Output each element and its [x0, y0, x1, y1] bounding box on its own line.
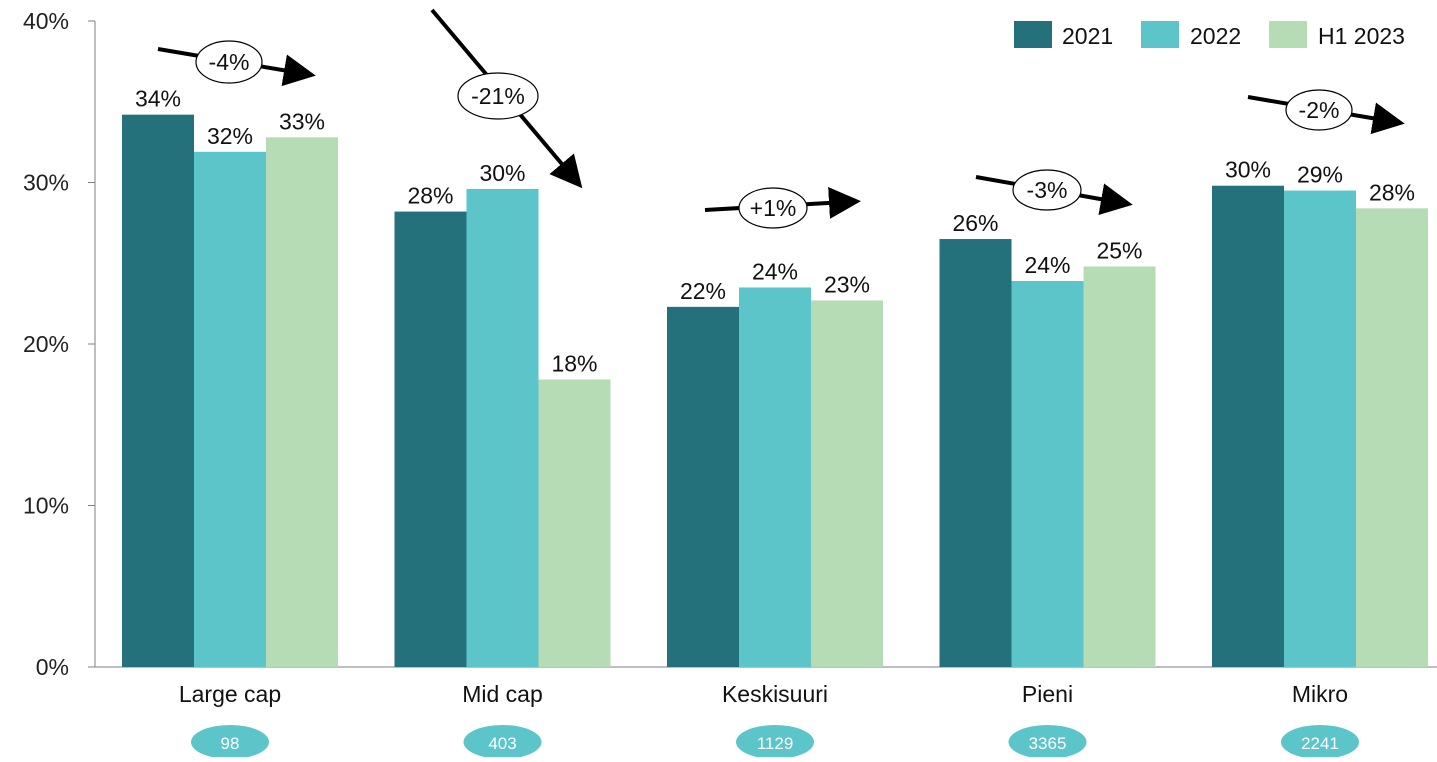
x-tick-label: Pieni — [1022, 681, 1073, 707]
bar — [122, 114, 194, 668]
count-badge — [1008, 725, 1087, 759]
legend-swatch — [1141, 21, 1179, 48]
y-tick-label: 10% — [23, 493, 69, 519]
change-label: -2% — [1299, 97, 1340, 123]
change-label: -3% — [1027, 177, 1068, 203]
count-badge-label: 98 — [221, 734, 240, 753]
bar-value-label: 28% — [407, 183, 453, 209]
legend-label: 2022 — [1190, 23, 1241, 49]
change-oval — [1285, 89, 1353, 131]
bar — [939, 239, 1012, 667]
bar — [538, 379, 611, 667]
bar-value-label: 30% — [1225, 157, 1271, 183]
bar-value-label: 22% — [680, 278, 726, 304]
bar-value-label: 32% — [207, 123, 253, 149]
count-badge — [191, 725, 269, 759]
bar — [739, 287, 811, 667]
bar-value-label: 29% — [1297, 162, 1343, 188]
legend-swatch — [1269, 21, 1307, 48]
bar-value-label: 26% — [952, 210, 998, 236]
bar — [667, 306, 739, 667]
x-tick-label: Mikro — [1292, 681, 1348, 707]
change-oval — [195, 40, 263, 84]
count-badge — [463, 725, 542, 759]
count-badge-label: 403 — [488, 734, 516, 753]
bar-value-label: 28% — [1369, 179, 1415, 205]
bar — [394, 211, 467, 667]
count-badge-label: 2241 — [1301, 734, 1339, 753]
change-oval — [1012, 169, 1082, 211]
bar-value-label: 34% — [135, 86, 181, 112]
bar — [266, 137, 338, 667]
y-tick-label: 40% — [23, 8, 69, 34]
y-tick-label: 0% — [36, 654, 69, 680]
bar-value-label: 25% — [1096, 237, 1142, 263]
count-badge-label: 1129 — [757, 734, 794, 753]
bar — [1284, 190, 1356, 667]
legend-label: H1 2023 — [1318, 23, 1405, 49]
bar-value-label: 33% — [279, 108, 325, 134]
bar — [1083, 266, 1156, 667]
legend-swatch — [1014, 21, 1052, 48]
x-tick-label: Keskisuuri — [722, 681, 828, 707]
y-tick-label: 20% — [23, 331, 69, 357]
bar-value-label: 24% — [752, 258, 798, 284]
bar — [1356, 208, 1428, 667]
bar-value-label: 30% — [479, 160, 525, 186]
count-badge — [1281, 725, 1359, 759]
change-oval — [738, 187, 808, 229]
bar-value-label: 18% — [551, 351, 597, 377]
x-tick-label: Mid cap — [462, 681, 543, 707]
bar-value-label: 24% — [1024, 252, 1070, 278]
change-label: -4% — [209, 49, 250, 75]
bar — [466, 188, 539, 667]
count-badge-label: 3365 — [1029, 734, 1067, 753]
x-tick-label: Large cap — [179, 681, 281, 707]
legend-label: 2021 — [1062, 23, 1113, 49]
y-tick-label: 30% — [23, 170, 69, 196]
bar — [811, 300, 883, 667]
change-oval — [457, 72, 539, 120]
bar — [1212, 185, 1284, 668]
bar — [1011, 281, 1084, 667]
change-label: +1% — [750, 195, 797, 221]
count-badge — [736, 725, 814, 759]
change-label: -21% — [471, 83, 525, 109]
bar-value-label: 23% — [824, 271, 870, 297]
bar — [194, 151, 266, 667]
